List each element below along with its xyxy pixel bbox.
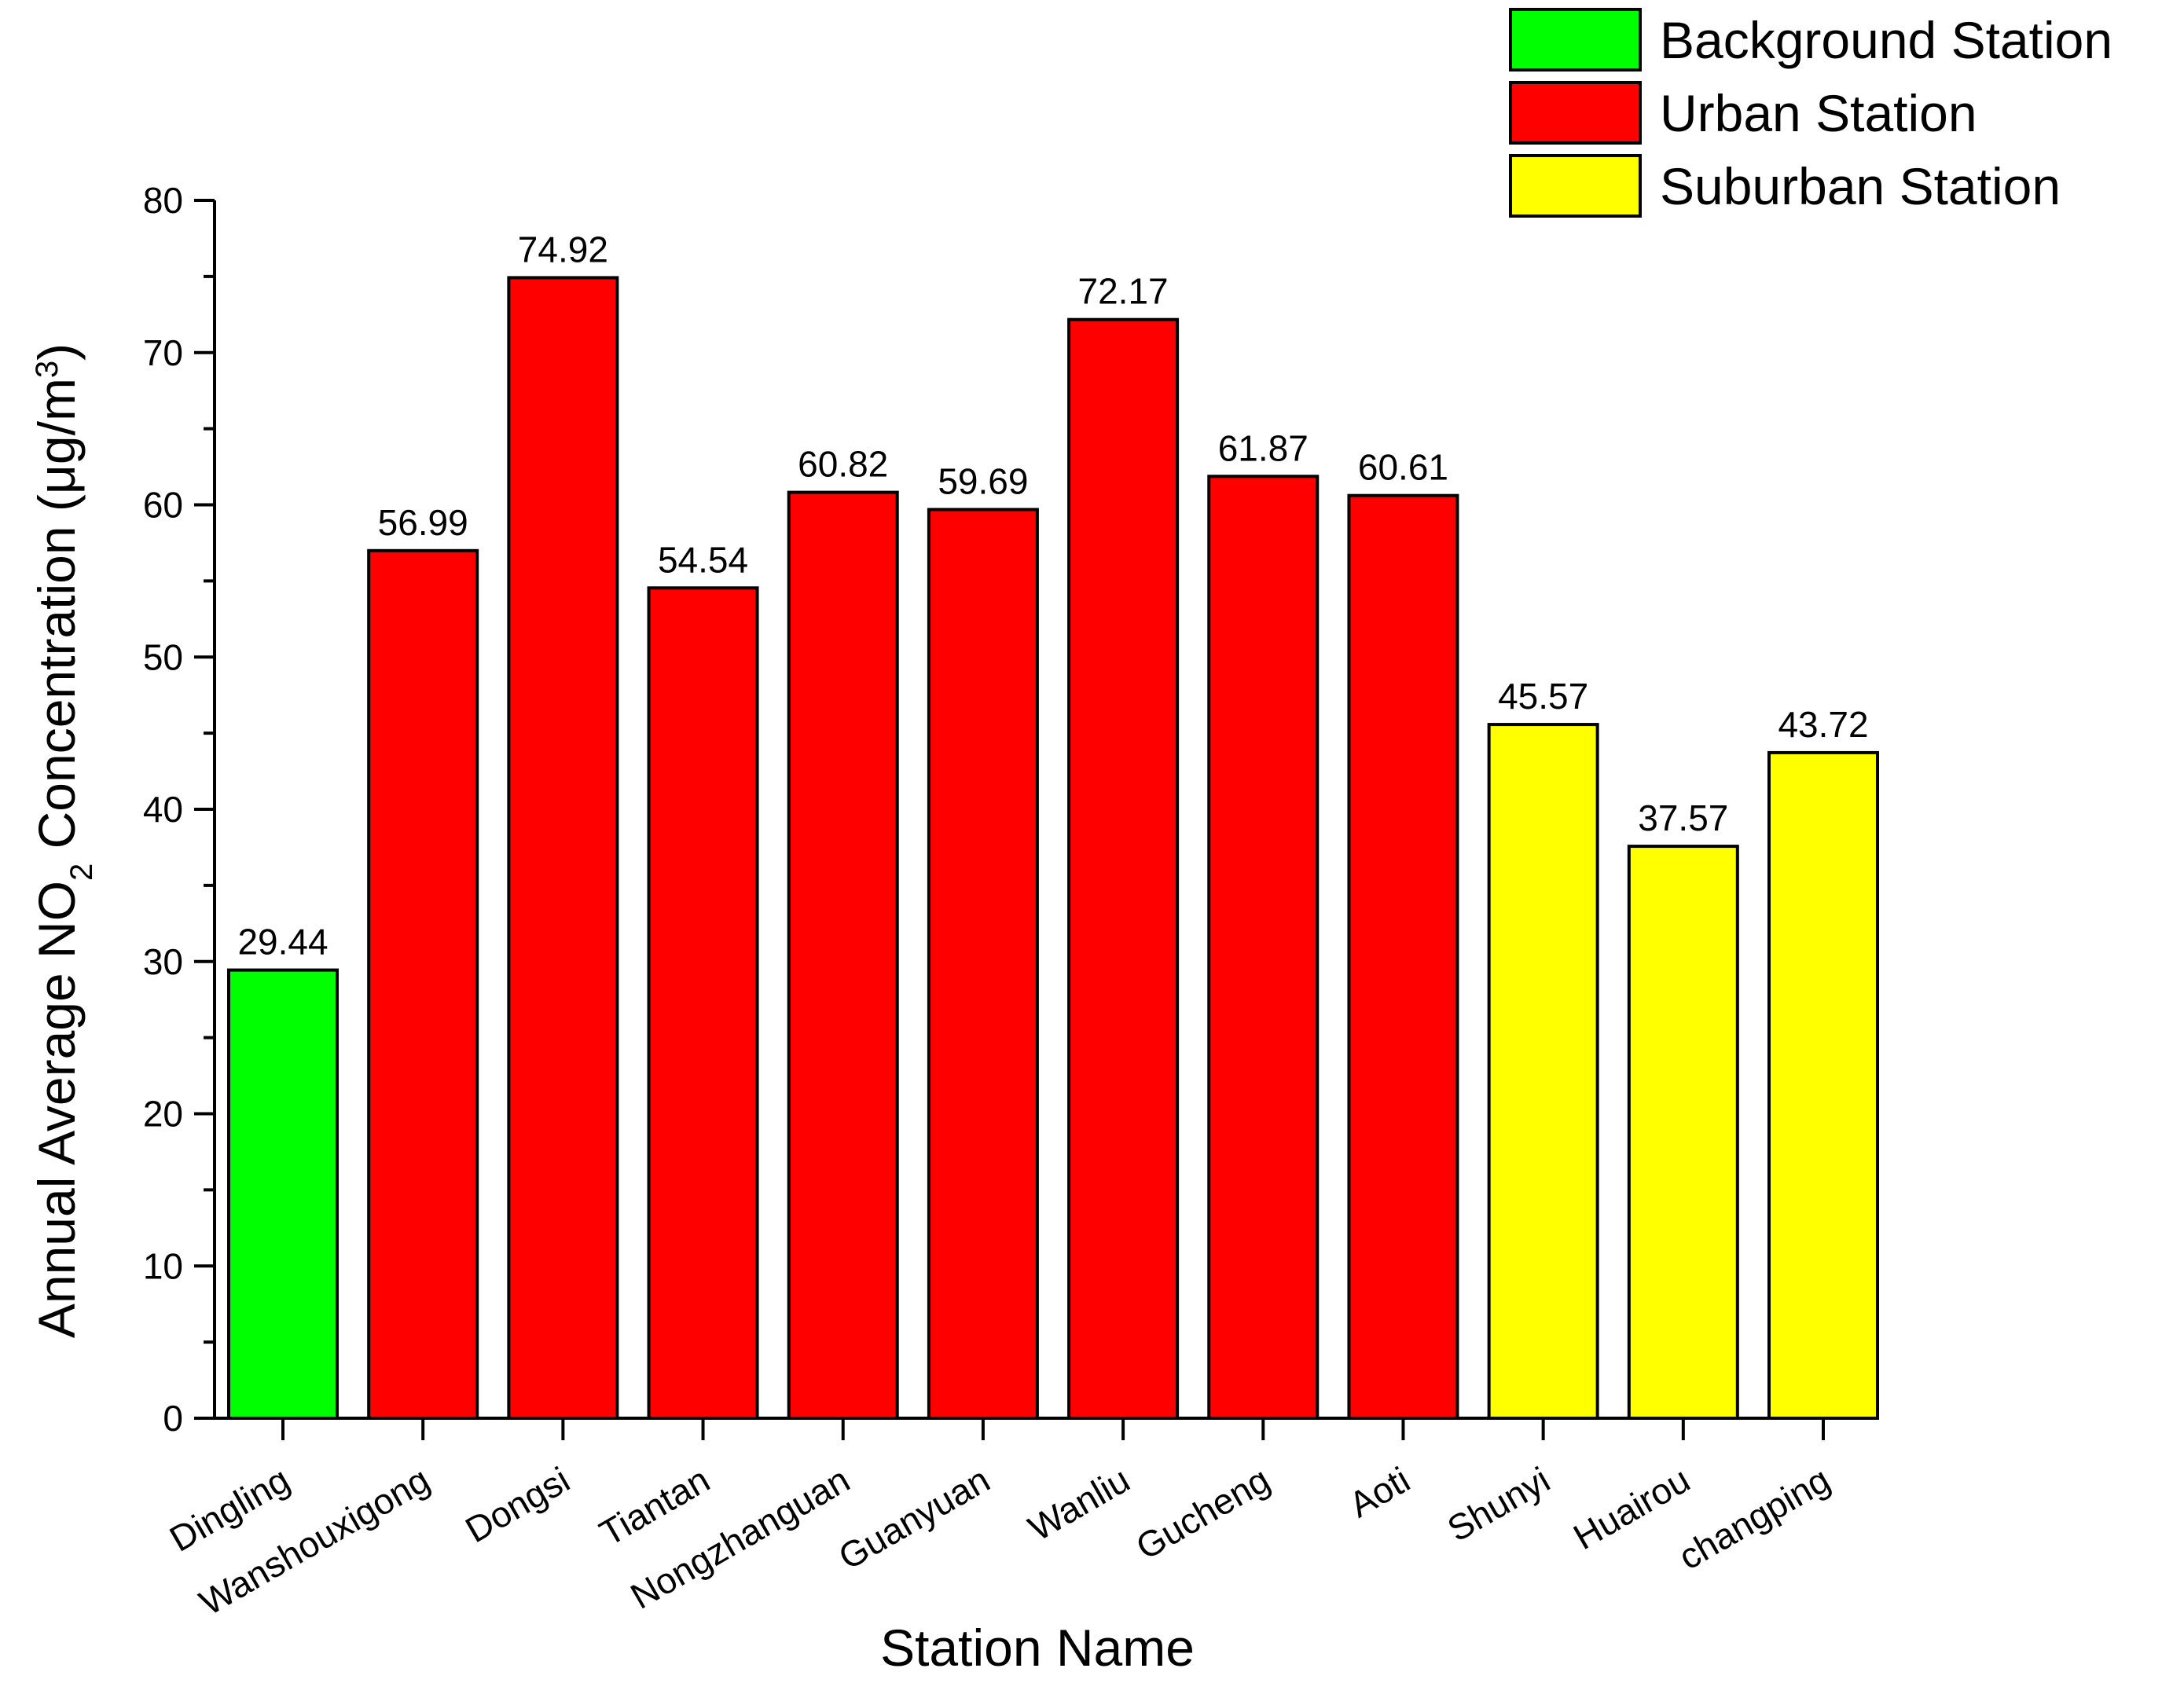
x-category-label: changping (1672, 1459, 1837, 1578)
legend-swatch (1509, 8, 1642, 72)
y-tick-label: 60 (143, 485, 183, 526)
bar (227, 968, 339, 1420)
y-axis-title-superscript: 3 (30, 361, 64, 378)
bar-value-label: 45.57 (1498, 676, 1588, 717)
x-category-label: Shunyi (1441, 1459, 1557, 1549)
bar-value-label: 29.44 (237, 922, 328, 962)
x-category-label: Aoti (1342, 1459, 1417, 1526)
bar (507, 276, 619, 1420)
bar (927, 508, 1039, 1420)
x-axis-title: Station Name (880, 1619, 1195, 1677)
bar-value-label: 60.82 (798, 444, 888, 485)
legend: Background Station Urban Station Suburban … (1509, 8, 2112, 218)
bar-value-label: 61.87 (1218, 427, 1309, 468)
y-tick-label: 20 (143, 1094, 183, 1135)
bar-value-label: 56.99 (378, 502, 468, 543)
x-category-label: Gucheng (1129, 1459, 1277, 1568)
y-tick-label: 40 (143, 789, 183, 830)
legend-label: Suburban Station (1660, 157, 2061, 215)
bar-value-label: 43.72 (1778, 704, 1868, 745)
x-category-label: Dongsi (458, 1459, 576, 1551)
bar-value-label: 54.54 (658, 539, 748, 580)
y-tick-label: 30 (143, 941, 183, 982)
bar (647, 586, 759, 1420)
y-tick-label: 0 (163, 1398, 183, 1439)
y-tick-label: 80 (143, 180, 183, 221)
bars (227, 276, 1879, 1421)
y-axis-title-part: Concentration (μg/m (28, 378, 86, 864)
bar-value-label: 59.69 (938, 461, 1028, 502)
y-tick-label: 10 (143, 1245, 183, 1286)
bar-value-label: 74.92 (518, 229, 608, 270)
bar (1627, 845, 1739, 1421)
y-tick-label: 50 (143, 636, 183, 677)
y-axis-title-subscript: 2 (64, 864, 99, 881)
y-axis-title: Annual Average NO2 Concentration (μg/m3) (28, 343, 99, 1338)
x-category-label: Wanliu (1022, 1459, 1136, 1549)
x-category-label: Wanshouxigong (193, 1459, 436, 1623)
legend-label: Urban Station (1660, 84, 1977, 142)
bar (1207, 475, 1320, 1420)
legend-label: Background Station (1660, 11, 2112, 69)
bar-value-label: 72.17 (1078, 271, 1169, 312)
bar (1767, 750, 1879, 1420)
value-labels: 29.44 56.99 74.92 54.54 60.82 59.69 72.17 61.87… (237, 229, 1868, 962)
x-category-label: Guanyuan (831, 1459, 997, 1578)
y-axis-title-part: ) (28, 343, 86, 361)
bar-value-label: 37.57 (1638, 798, 1728, 838)
bar (1347, 493, 1459, 1420)
bar (1067, 317, 1180, 1420)
bar (787, 490, 899, 1420)
bar (1487, 723, 1599, 1420)
legend-swatch (1509, 154, 1642, 218)
bar-value-label: 60.61 (1358, 447, 1448, 488)
y-axis-ticks: 0 10 20 30 40 50 60 70 80 (143, 180, 215, 1439)
y-tick-label: 70 (143, 332, 183, 373)
legend-swatch (1509, 81, 1642, 145)
y-axis-title-part: Annual Average NO (28, 881, 86, 1338)
bar (367, 548, 479, 1420)
